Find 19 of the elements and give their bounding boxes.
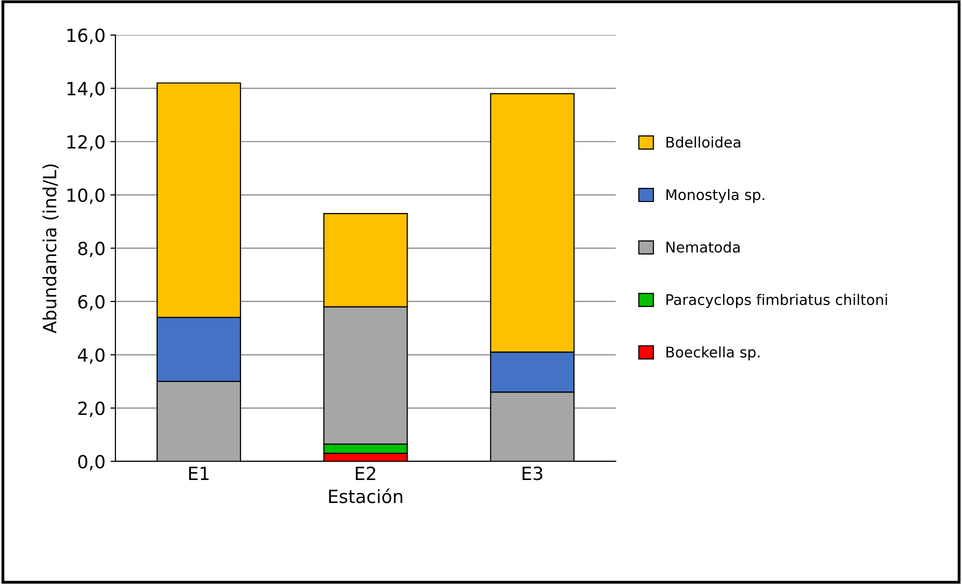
x-tick-label: E2 [356,466,376,480]
legend-label: Bdelloidea [666,136,740,148]
y-tick-label: 14,0 [68,82,105,98]
y-tick-label: 8,0 [78,242,105,258]
y-tick-label: 2,0 [78,402,105,418]
y-axis-title: Abundancia (ind/L) [42,164,59,334]
x-tick-label: E1 [189,466,209,480]
x-axis-title: Estación [329,488,402,504]
legend-label: Nematoda [666,241,740,253]
y-tick-label: 10,0 [68,188,105,204]
y-tick-label: 16,0 [68,28,105,44]
legend-label: Monostyla sp. [666,188,764,204]
y-tick-label: 4,0 [78,348,105,364]
legend-label: Paracyclops fimbriatus chiltoni [666,294,887,308]
legend-label: Boeckella sp. [666,346,760,360]
x-tick-label: E3 [522,466,542,480]
y-tick-label: 12,0 [68,135,105,151]
y-tick-label: 6,0 [78,294,105,310]
y-tick-label: 0,0 [78,454,105,470]
